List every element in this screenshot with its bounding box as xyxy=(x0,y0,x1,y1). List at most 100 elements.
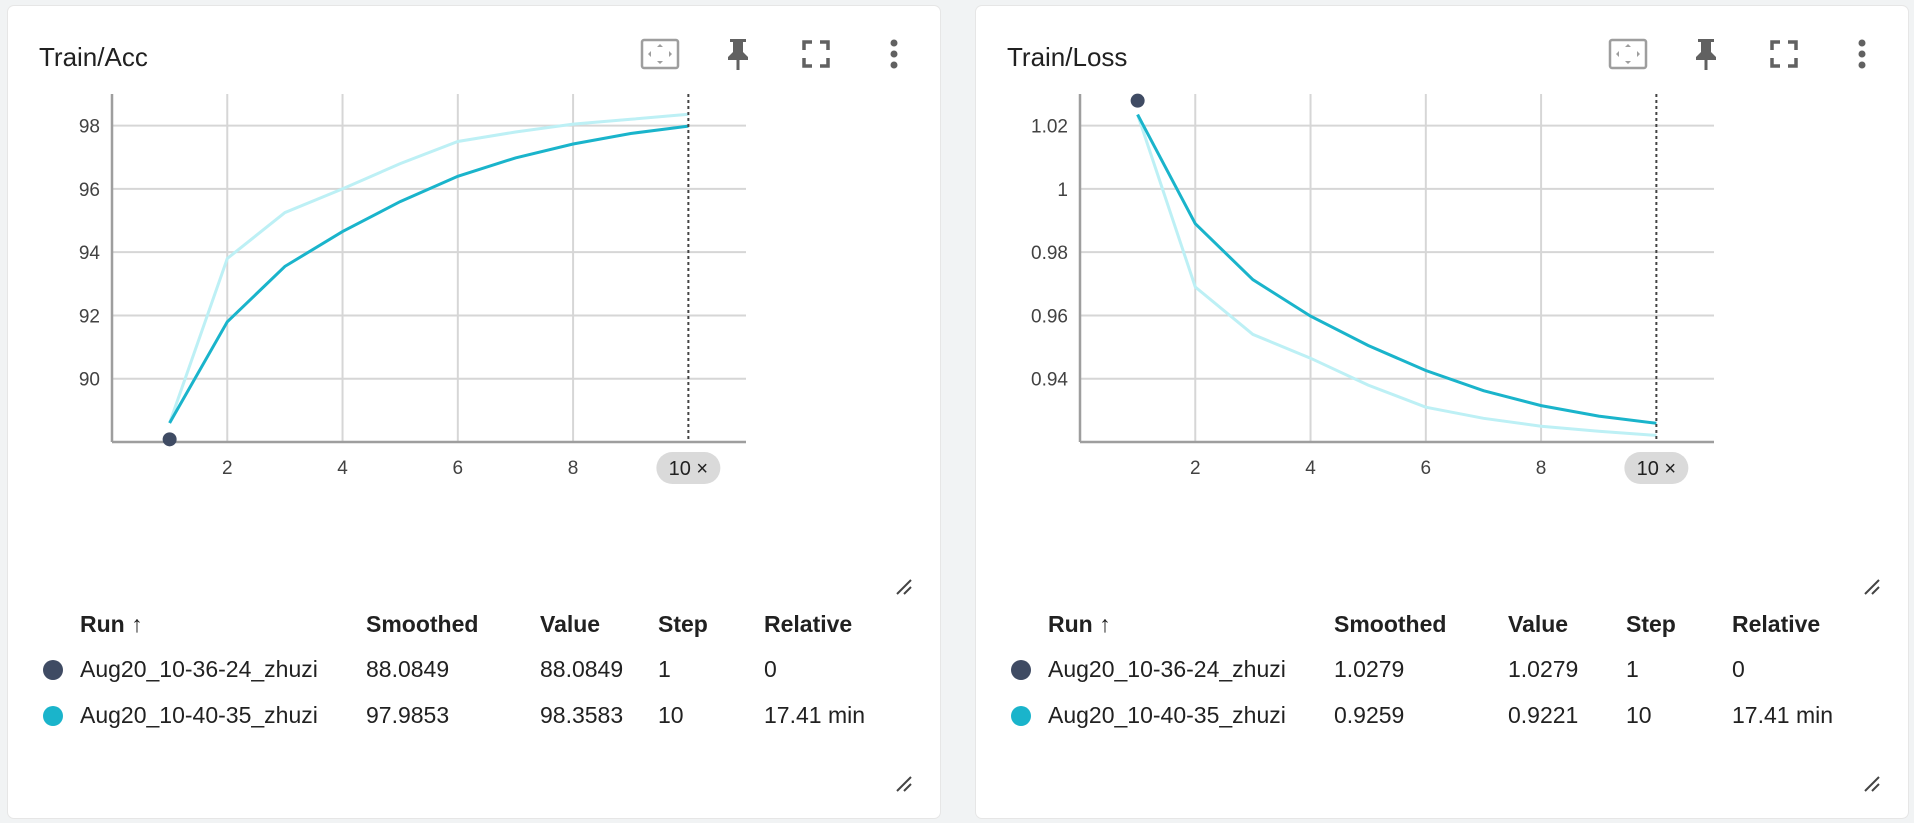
more-vert-icon xyxy=(1858,39,1866,69)
resize-icon xyxy=(1864,776,1880,792)
series-line-smoothed xyxy=(1136,113,1657,425)
resize-icon xyxy=(1864,579,1880,595)
more-options-button[interactable] xyxy=(1840,32,1884,76)
fit-domain-icon xyxy=(1608,38,1648,70)
smoothed-value: 88.0849 xyxy=(366,655,450,682)
series-line-raw xyxy=(168,112,689,424)
run-color-dot xyxy=(1011,660,1031,681)
y-tick-label: 0.98 xyxy=(1031,243,1068,264)
smoothed-value: 97.9853 xyxy=(366,701,450,728)
header-step[interactable]: Step xyxy=(658,610,708,637)
fullscreen-icon xyxy=(802,40,830,68)
fit-domain-button[interactable] xyxy=(1606,32,1650,76)
cursor-step-pill xyxy=(1624,452,1689,484)
y-tick-label: 92 xyxy=(79,306,100,327)
run-data-table: Run ↑ Smoothed Value Step Relative Aug20… xyxy=(38,602,924,738)
data-point xyxy=(162,432,177,447)
header-relative[interactable]: Relative xyxy=(764,610,853,637)
step-value: 10 xyxy=(1626,701,1652,728)
cursor-step-label: 10 × xyxy=(669,458,708,480)
resize-chart-handle[interactable] xyxy=(893,576,913,596)
line-chart[interactable]: 2 4 6 8 0.94 0.96 0.98 1 1.02 10 × xyxy=(976,93,1908,594)
y-tick-label: 0.94 xyxy=(1031,370,1068,391)
run-data-table: Run ↑ Smoothed Value Step Relative Aug20… xyxy=(1006,602,1892,738)
header-run[interactable]: Run ↑ xyxy=(1048,610,1111,637)
run-color-dot xyxy=(1011,706,1031,727)
header-value[interactable]: Value xyxy=(540,610,601,637)
series-line-raw xyxy=(1136,114,1657,437)
resize-icon xyxy=(896,579,912,595)
scalar-card-train-acc: Train/Acc 2 4 6 8 90 92 94 96 98 10 × Run ↑ Smoot… xyxy=(8,6,940,818)
more-vert-icon xyxy=(890,39,898,69)
x-tick-label: 4 xyxy=(337,458,348,479)
header-color xyxy=(1006,602,1048,646)
smoothed-value: 1.0279 xyxy=(1334,655,1405,682)
y-tick-label: 1 xyxy=(1057,180,1068,201)
x-tick-label: 8 xyxy=(1536,458,1547,479)
run-color-dot xyxy=(43,660,63,681)
sort-arrow-icon: ↑ xyxy=(1099,610,1111,637)
header-color xyxy=(38,602,80,646)
x-tick-label: 8 xyxy=(568,458,579,479)
cursor-step-pill xyxy=(656,452,721,484)
raw-value: 98.3583 xyxy=(540,701,624,728)
x-tick-label: 4 xyxy=(1305,458,1316,479)
run-color-cell xyxy=(1006,692,1048,738)
header-relative[interactable]: Relative xyxy=(1732,610,1821,637)
header-value[interactable]: Value xyxy=(1508,610,1569,637)
header-step[interactable]: Step xyxy=(1626,610,1676,637)
card-title: Train/Loss xyxy=(1007,42,1128,72)
raw-value: 1.0279 xyxy=(1508,655,1579,682)
y-tick-label: 96 xyxy=(79,180,100,201)
sort-arrow-icon: ↑ xyxy=(131,610,143,637)
run-color-cell xyxy=(38,692,80,738)
run-color-cell xyxy=(38,646,80,692)
y-tick-label: 1.02 xyxy=(1031,117,1068,138)
fit-domain-icon xyxy=(640,38,680,70)
run-name: Aug20_10-36-24_zhuzi xyxy=(80,655,318,682)
run-name: Aug20_10-36-24_zhuzi xyxy=(1048,655,1286,682)
table-header-row: Run ↑ Smoothed Value Step Relative xyxy=(38,602,924,646)
card-title: Train/Acc xyxy=(39,42,148,72)
y-tick-label: 98 xyxy=(79,117,100,138)
pin-icon xyxy=(1696,39,1716,70)
step-value: 1 xyxy=(658,655,671,682)
header-smoothed[interactable]: Smoothed xyxy=(1334,610,1447,637)
raw-value: 88.0849 xyxy=(540,655,624,682)
cursor-step-label: 10 × xyxy=(1637,458,1676,480)
resize-card-handle[interactable] xyxy=(893,773,913,793)
scalar-card-train-loss: Train/Loss 2 4 6 8 0.94 0.96 0.98 1 1.02 10 × Run… xyxy=(976,6,1908,818)
header-run[interactable]: Run ↑ xyxy=(80,610,143,637)
x-tick-label: 6 xyxy=(1421,458,1432,479)
table-row: Aug20_10-36-24_zhuzi 1.0279 1.0279 1 0 xyxy=(1006,646,1892,692)
step-value: 10 xyxy=(658,701,684,728)
relative-value: 17.41 min xyxy=(764,701,866,728)
fullscreen-button[interactable] xyxy=(1762,32,1806,76)
table-header-row: Run ↑ Smoothed Value Step Relative xyxy=(1006,602,1892,646)
relative-value: 0 xyxy=(1732,655,1745,682)
relative-value: 17.41 min xyxy=(1732,701,1834,728)
fit-domain-button[interactable] xyxy=(638,32,682,76)
y-tick-label: 90 xyxy=(79,370,100,391)
line-chart[interactable]: 2 4 6 8 90 92 94 96 98 10 × xyxy=(8,94,940,594)
data-point xyxy=(1130,93,1145,108)
resize-card-handle[interactable] xyxy=(1861,773,1881,793)
resize-chart-handle[interactable] xyxy=(1861,576,1881,596)
x-tick-label: 2 xyxy=(1190,458,1201,479)
table-row: Aug20_10-40-35_zhuzi 97.9853 98.3583 10 … xyxy=(38,692,924,738)
y-tick-label: 0.96 xyxy=(1031,306,1068,327)
run-name: Aug20_10-40-35_zhuzi xyxy=(1048,701,1286,728)
y-tick-label: 94 xyxy=(79,243,101,264)
pin-button[interactable] xyxy=(716,32,760,76)
fullscreen-button[interactable] xyxy=(794,32,838,76)
pin-button[interactable] xyxy=(1684,32,1728,76)
raw-value: 0.9221 xyxy=(1508,701,1579,728)
pin-icon xyxy=(728,39,748,70)
x-tick-label: 2 xyxy=(222,458,233,479)
fullscreen-icon xyxy=(1770,40,1798,68)
header-smoothed[interactable]: Smoothed xyxy=(366,610,479,637)
table-row: Aug20_10-40-35_zhuzi 0.9259 0.9221 10 17… xyxy=(1006,692,1892,738)
more-options-button[interactable] xyxy=(872,32,916,76)
step-value: 1 xyxy=(1626,655,1639,682)
smoothed-value: 0.9259 xyxy=(1334,701,1405,728)
